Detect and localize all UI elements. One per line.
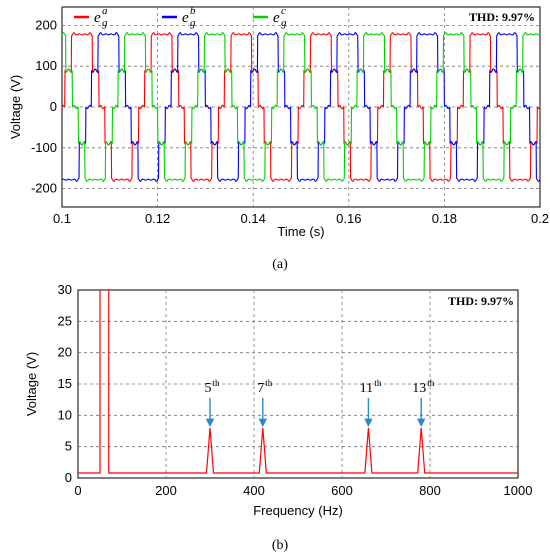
- chart-b-xtick: 400: [243, 483, 265, 498]
- chart-b-xtick: 800: [419, 483, 441, 498]
- chart-a-lines: [61, 32, 541, 182]
- chart-b-ytick: 30: [58, 282, 72, 297]
- chart-a-xtick: 0.2: [531, 211, 549, 226]
- chart-a-legend-sub: g: [281, 17, 287, 29]
- chart-a-xtick: 0.12: [145, 211, 170, 226]
- chart-a-ytick: -200: [31, 181, 57, 196]
- caption-b: (b): [272, 538, 289, 553]
- chart-b-ytick: 15: [58, 376, 72, 391]
- chart-b-harmonic-label: 13: [412, 381, 426, 396]
- chart-a-series-line: [61, 32, 541, 182]
- chart-b-harmonic-label: 5: [205, 381, 212, 396]
- chart-b-xtick: 200: [155, 483, 177, 498]
- chart-a-xtick: 0.16: [336, 211, 361, 226]
- chart-a-ytick: 100: [35, 58, 57, 73]
- chart-a-legend-sup: a: [102, 5, 108, 17]
- chart-b-harmonic-sup: th: [265, 378, 273, 388]
- chart-a-ylabel: Voltage (V): [8, 75, 23, 139]
- chart-a-xtick: 0.18: [432, 211, 457, 226]
- chart-b-xlabel: Frequency (Hz): [253, 503, 343, 518]
- caption-a: (a): [272, 257, 288, 272]
- chart-a-legend-sup: c: [281, 5, 286, 17]
- chart-a-legend-label: e: [273, 10, 280, 26]
- chart-b-grid: [78, 290, 518, 478]
- chart-a-legend-sub: g: [102, 17, 108, 29]
- chart-a-ytick: 200: [35, 17, 57, 32]
- chart-b-ticks: 0 200 400 600 800 1000 0 5 10 15 20 25 30: [58, 282, 533, 498]
- chart-b-ytick: 25: [58, 313, 72, 328]
- chart-a-series-line: [61, 32, 541, 182]
- chart-a-xtick: 0.14: [241, 211, 266, 226]
- chart-a-series-line: [61, 32, 541, 182]
- chart-b-harmonic-sup: th: [374, 378, 382, 388]
- chart-a-ticks: 0.1 0.12 0.14 0.16 0.18 0.2 -200 -100 0 100 200: [31, 17, 549, 226]
- chart-a-legend-sup: b: [190, 5, 196, 17]
- chart-a-thd: THD: 9.97%: [469, 10, 535, 24]
- chart-a-legend: e ga e gb e gc: [74, 5, 287, 29]
- chart-a-legend-sub: g: [190, 17, 196, 29]
- chart-a-xtick: 0.1: [53, 211, 71, 226]
- chart-a: 0.1 0.12 0.14 0.16 0.18 0.2 -200 -100 0 100 200 Vo…: [8, 5, 549, 272]
- chart-b-ytick: 20: [58, 345, 72, 360]
- chart-b-ytick: 5: [65, 439, 72, 454]
- chart-a-legend-label: e: [94, 10, 101, 26]
- chart-b-harmonic-label: 11: [360, 381, 373, 396]
- chart-b-harmonic-label: 7: [257, 381, 264, 396]
- chart-a-xlabel: Time (s): [277, 224, 324, 239]
- chart-a-ytick: -100: [31, 140, 57, 155]
- chart-b-harmonic-sup: th: [427, 378, 435, 388]
- chart-b-harmonic-sup: th: [213, 378, 221, 388]
- chart-b-xtick: 0: [74, 483, 81, 498]
- chart-a-legend-label: e: [182, 10, 189, 26]
- chart-b-spectrum-line: [78, 290, 518, 474]
- chart-b-xtick: 1000: [504, 483, 533, 498]
- chart-b-thd: THD: 9.97%: [448, 294, 514, 308]
- chart-b-ytick: 10: [58, 407, 72, 422]
- chart-a-ytick: 0: [50, 99, 57, 114]
- chart-b-lines: [78, 290, 518, 474]
- chart-b-xtick: 600: [331, 483, 353, 498]
- chart-b-ytick: 0: [65, 470, 72, 485]
- chart-b-ylabel: Voltage (V): [24, 352, 39, 416]
